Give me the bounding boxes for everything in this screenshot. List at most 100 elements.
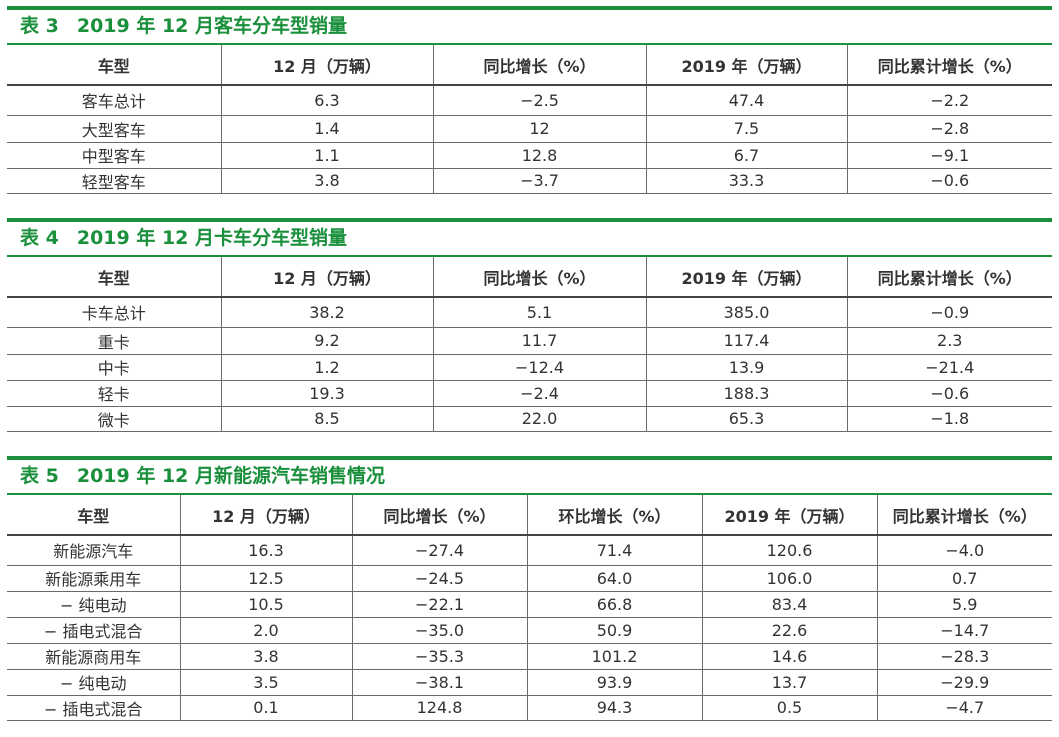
table-cell: 50.9 (526, 617, 702, 644)
table-5-section: 表 5 2019 年 12 月新能源汽车销售情况 车型 12 月（万辆） 同比增长… (7, 456, 1052, 721)
column-header: 同比累计增长（%） (846, 257, 1052, 298)
table-row: 轻型客车 3.8 −3.7 33.3 −0.6 (7, 168, 1052, 194)
table-header-row: 车型 12 月（万辆） 同比增长（%） 2019 年（万辆） 同比累计增长（%） (7, 257, 1052, 298)
table-cell: 13.7 (701, 669, 877, 696)
table-cell: 47.4 (645, 85, 847, 116)
table-4-id: 表 4 (20, 227, 59, 249)
table-cell: −4.0 (876, 535, 1052, 566)
table-header-row: 车型 12 月（万辆） 同比增长（%） 环比增长（%） 2019 年（万辆） 同… (7, 495, 1052, 536)
table-row: 中型客车 1.1 12.8 6.7 −9.1 (7, 142, 1052, 169)
table-cell: 66.8 (526, 591, 702, 618)
row-label: 客车总计 (7, 85, 221, 116)
table-cell: −0.6 (846, 380, 1052, 407)
row-label: 新能源乘用车 (7, 565, 180, 592)
table-5: 车型 12 月（万辆） 同比增长（%） 环比增长（%） 2019 年（万辆） 同… (7, 495, 1052, 721)
table-cell: 1.1 (220, 142, 433, 169)
row-label: 中型客车 (7, 142, 221, 169)
row-label: 重卡 (7, 327, 221, 355)
section-top-bar (7, 218, 1052, 222)
column-header: 2019 年（万辆） (701, 495, 877, 536)
table-cell: −27.4 (351, 535, 527, 566)
table-row: − 纯电动 10.5 −22.1 66.8 83.4 5.9 (7, 591, 1052, 618)
table-cell: 94.3 (526, 695, 702, 721)
table-cell: −35.3 (351, 643, 527, 670)
row-label: 微卡 (7, 406, 221, 432)
column-header: 2019 年（万辆） (645, 45, 847, 86)
row-label: − 插电式混合 (7, 695, 180, 721)
table-cell: 106.0 (701, 565, 877, 592)
table-cell: 0.1 (179, 695, 352, 721)
column-header: 12 月（万辆） (220, 257, 433, 298)
table-cell: 120.6 (701, 535, 877, 566)
table-cell: −2.8 (846, 115, 1052, 143)
column-header: 环比增长（%） (526, 495, 702, 536)
table-cell: −2.5 (432, 85, 646, 116)
table-cell: −2.4 (432, 380, 646, 407)
table-row: 重卡 9.2 11.7 117.4 2.3 (7, 327, 1052, 355)
table-cell: 14.6 (701, 643, 877, 670)
table-cell: 7.5 (645, 115, 847, 143)
table-3-section: 表 3 2019 年 12 月客车分车型销量 车型 12 月（万辆） 同比增长（%… (7, 6, 1052, 194)
table-4-title: 表 4 2019 年 12 月卡车分车型销量 (7, 222, 1052, 255)
table-cell: 12 (432, 115, 646, 143)
row-label: 轻型客车 (7, 168, 221, 194)
table-cell: 83.4 (701, 591, 877, 618)
table-cell: −2.2 (846, 85, 1052, 116)
row-label: − 插电式混合 (7, 617, 180, 644)
section-top-bar (7, 6, 1052, 10)
table-cell: −38.1 (351, 669, 527, 696)
table-4-section: 表 4 2019 年 12 月卡车分车型销量 车型 12 月（万辆） 同比增长（%… (7, 218, 1052, 432)
row-label: − 纯电动 (7, 669, 180, 696)
table-cell: 6.3 (220, 85, 433, 116)
column-header: 车型 (7, 495, 180, 536)
table-cell: −35.0 (351, 617, 527, 644)
table-cell: −24.5 (351, 565, 527, 592)
table-cell: −3.7 (432, 168, 646, 194)
table-cell: −29.9 (876, 669, 1052, 696)
table-cell: 6.7 (645, 142, 847, 169)
column-header: 同比累计增长（%） (846, 45, 1052, 86)
column-header: 同比增长（%） (351, 495, 527, 536)
table-row: 新能源乘用车 12.5 −24.5 64.0 106.0 0.7 (7, 565, 1052, 592)
table-3: 车型 12 月（万辆） 同比增长（%） 2019 年（万辆） 同比累计增长（%）… (7, 45, 1052, 194)
table-4-title-text: 2019 年 12 月卡车分车型销量 (76, 227, 348, 249)
table-cell: 188.3 (645, 380, 847, 407)
table-cell: 11.7 (432, 327, 646, 355)
table-cell: 19.3 (220, 380, 433, 407)
title-rule (7, 493, 1052, 495)
column-header: 同比累计增长（%） (876, 495, 1052, 536)
table-cell: 38.2 (220, 297, 433, 328)
table-cell: 12.8 (432, 142, 646, 169)
table-cell: 33.3 (645, 168, 847, 194)
table-row: 大型客车 1.4 12 7.5 −2.8 (7, 115, 1052, 143)
table-5-title-text: 2019 年 12 月新能源汽车销售情况 (76, 465, 386, 487)
table-cell: 22.0 (432, 406, 646, 432)
title-rule (7, 43, 1052, 45)
table-row: − 插电式混合 0.1 124.8 94.3 0.5 −4.7 (7, 695, 1052, 721)
title-rule (7, 255, 1052, 257)
table-cell: 8.5 (220, 406, 433, 432)
row-label: 轻卡 (7, 380, 221, 407)
table-cell: 124.8 (351, 695, 527, 721)
table-cell: 12.5 (179, 565, 352, 592)
table-5-id: 表 5 (20, 465, 59, 487)
table-5-title: 表 5 2019 年 12 月新能源汽车销售情况 (7, 460, 1052, 493)
table-cell: 1.2 (220, 354, 433, 381)
table-cell: 1.4 (220, 115, 433, 143)
table-row: 微卡 8.5 22.0 65.3 −1.8 (7, 406, 1052, 432)
table-row: 卡车总计 38.2 5.1 385.0 −0.9 (7, 297, 1052, 328)
row-label: 新能源商用车 (7, 643, 180, 670)
table-3-id: 表 3 (20, 15, 59, 37)
table-row: 轻卡 19.3 −2.4 188.3 −0.6 (7, 380, 1052, 407)
table-cell: −22.1 (351, 591, 527, 618)
table-cell: 5.1 (432, 297, 646, 328)
table-cell: 101.2 (526, 643, 702, 670)
table-cell: 3.8 (179, 643, 352, 670)
table-cell: 22.6 (701, 617, 877, 644)
table-cell: 0.5 (701, 695, 877, 721)
column-header: 同比增长（%） (432, 257, 646, 298)
table-cell: 0.7 (876, 565, 1052, 592)
column-header: 12 月（万辆） (220, 45, 433, 86)
table-cell: 117.4 (645, 327, 847, 355)
